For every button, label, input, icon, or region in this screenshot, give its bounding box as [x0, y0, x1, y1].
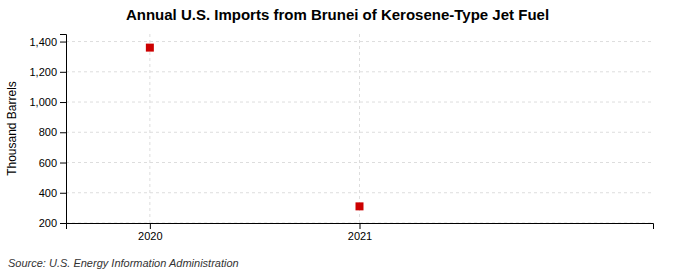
tick-mark: [60, 163, 66, 164]
tick-label: 2020: [138, 230, 162, 242]
tick-mark: [60, 193, 66, 194]
tick-mark: [60, 72, 66, 73]
chart: 2020 2021 200 400 600 800 1,000 1,200 1,400 Annua…: [0, 0, 675, 275]
tick-mark: [360, 223, 361, 229]
tick-mark: [60, 42, 66, 43]
title: Annual U.S. Imports from Brunei of Keros…: [126, 6, 549, 23]
plot-area: 2020 2021 200 400 600 800 1,000 1,200 1,400: [29, 34, 653, 242]
grid-line: [149, 34, 150, 223]
tick: 1,400: [29, 36, 66, 48]
axis-line: [67, 224, 654, 230]
tick: 800: [39, 126, 66, 138]
tick: 200: [39, 217, 66, 229]
tick-mark: [60, 102, 66, 103]
tick-label: 1,400: [29, 36, 57, 48]
tick-label: 1,000: [29, 96, 57, 108]
grid-line: [359, 34, 360, 223]
tick: 600: [39, 157, 66, 169]
x-axis: 2020 2021: [67, 223, 654, 242]
tick-mark: [60, 132, 66, 133]
tick-label: 1,200: [29, 66, 57, 78]
tick-mark: [150, 223, 151, 229]
tick-label: 600: [39, 157, 57, 169]
point: [146, 44, 154, 52]
tick: 1,000: [29, 96, 66, 108]
tick: 2020: [138, 223, 162, 242]
tick-mark: [60, 223, 66, 224]
y-axis-title: Thousand Barrels: [5, 81, 19, 176]
grid: [66, 34, 653, 223]
axis-line: [60, 35, 67, 224]
tick: 400: [39, 187, 66, 199]
y-axis: 200 400 600 800 1,000 1,200 1,400: [29, 35, 66, 230]
source: Source: U.S. Energy Information Administ…: [8, 257, 239, 269]
tick: 1,200: [29, 66, 66, 78]
point: [356, 202, 364, 210]
tick-label: 200: [39, 217, 57, 229]
points: [146, 44, 364, 211]
tick-label: 800: [39, 126, 57, 138]
tick: 2021: [348, 223, 372, 242]
tick-label: 400: [39, 187, 57, 199]
tick-label: 2021: [348, 230, 372, 242]
